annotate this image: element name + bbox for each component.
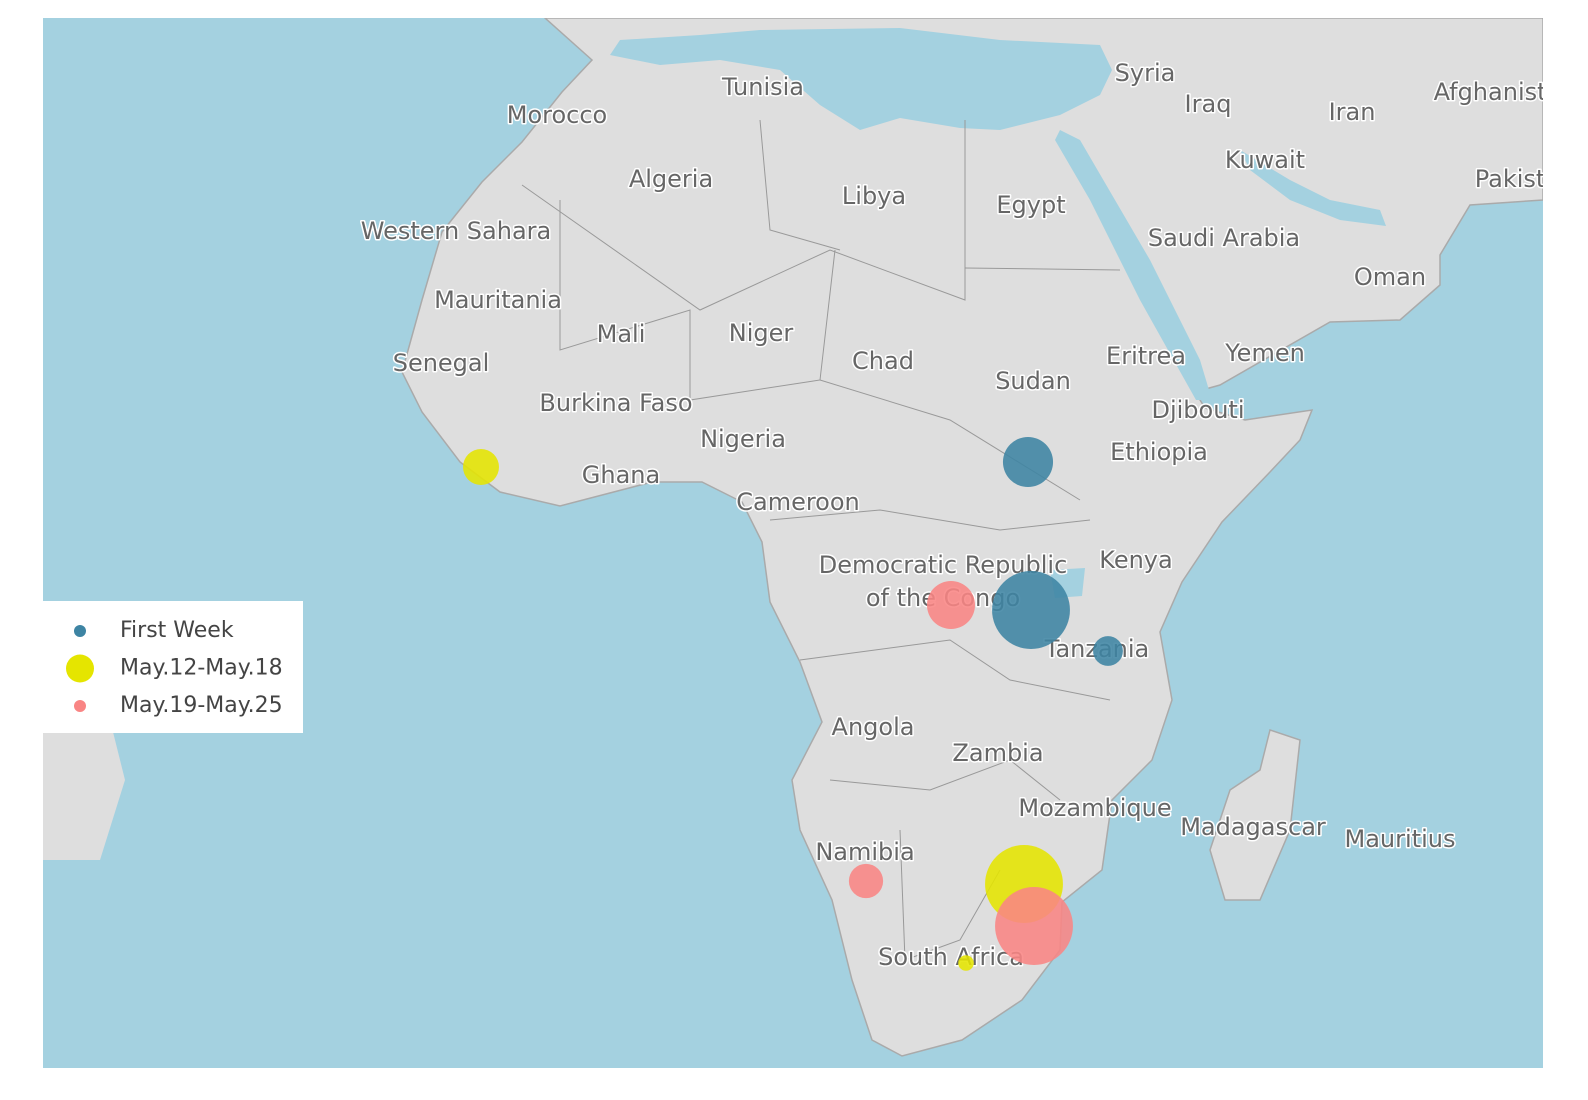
country-label: Niger [729,319,794,347]
country-label: Algeria [629,165,713,193]
bubble [463,449,499,485]
country-label: Cameroon [736,488,860,516]
bubble [1093,636,1123,666]
country-label: Senegal [393,349,490,377]
basemap [43,18,1543,1068]
country-label: Angola [832,713,915,741]
country-label: Western Sahara [361,217,552,245]
labels: Tunisia Syria Iraq Iran Afghanistan Morocco Ku… [359,58,1577,973]
country-label: Kenya [1099,546,1172,574]
country-label: Yemen [1224,339,1305,367]
country-label: Ethiopia [1110,438,1208,466]
country-label: Burkina Faso [539,389,692,417]
legend-label: First Week [120,618,234,643]
country-label: Mauritius [1345,825,1456,853]
bubble [926,580,976,630]
bubble [848,863,884,899]
country-label: Nigeria [700,425,786,453]
country-label: Saudi Arabia [1148,224,1300,252]
legend-marker [66,654,94,683]
islands [43,700,125,860]
country-label: Kuwait [1225,146,1305,174]
bubble [992,571,1070,649]
country-label: Syria [1115,59,1176,87]
country-label: Zambia [952,739,1043,767]
legend-marker [74,625,86,637]
madagascar [1209,729,1301,901]
country-label: Pakistan [1475,165,1576,193]
country-label: South Africa [878,943,1024,971]
country-label: Iraq [1185,90,1232,118]
country-label: Madagascar [1180,813,1326,841]
country-label: Mauritania [434,286,562,314]
country-label: Morocco [507,101,608,129]
country-label: Afghanistan [1434,78,1577,106]
country-label: Oman [1354,263,1426,291]
bubble [958,955,974,971]
country-label: Sudan [995,367,1071,395]
legend-marker [74,700,86,712]
bubble [1002,436,1054,488]
country-label: Chad [852,347,914,375]
mediterranean [610,28,1112,130]
country-label: Mali [597,320,646,348]
red-sea [1055,130,1212,400]
country-label: Eritrea [1106,342,1186,370]
country-label: Egypt [996,191,1065,219]
country-label: Namibia [815,838,914,866]
persian-gulf [1240,150,1386,226]
legend-label: May.12-May.18 [120,656,283,681]
country-label: Libya [842,182,906,210]
country-label: Mozambique [1018,794,1171,822]
land [401,18,1543,1057]
country-label: Iran [1329,98,1376,126]
country-label: Djibouti [1151,396,1244,424]
country-label: Ghana [582,461,660,489]
country-label: Tunisia [721,73,804,101]
legend-label: May.19-May.25 [120,693,283,718]
bubble [995,887,1073,965]
